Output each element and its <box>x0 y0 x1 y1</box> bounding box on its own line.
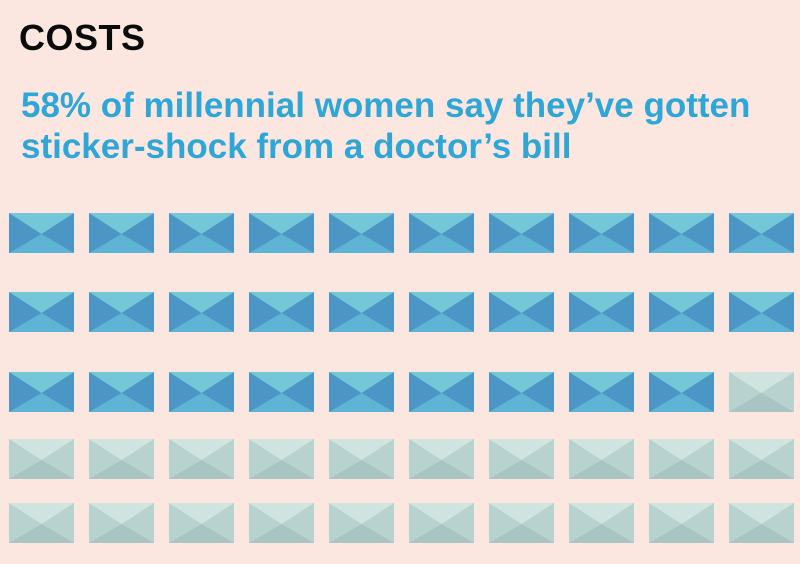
envelope-icon-filled <box>649 292 714 332</box>
envelope-icon-empty <box>249 439 314 479</box>
envelope-icon-filled <box>89 372 154 412</box>
section-kicker: COSTS <box>19 17 146 58</box>
envelope-icon-filled <box>729 213 794 253</box>
envelope-icon-empty <box>729 439 794 479</box>
envelope-icon-filled <box>569 292 634 332</box>
envelope-icon-filled <box>569 213 634 253</box>
envelope-icon-empty <box>9 503 74 543</box>
envelope-icon-filled <box>9 372 74 412</box>
envelope-icon-filled <box>409 292 474 332</box>
envelope-icon-empty <box>249 503 314 543</box>
envelope-icon-filled <box>89 213 154 253</box>
envelope-icon-empty <box>89 439 154 479</box>
envelope-icon-filled <box>409 213 474 253</box>
envelope-icon-filled <box>89 292 154 332</box>
envelope-icon-filled <box>169 372 234 412</box>
envelope-icon-filled <box>249 292 314 332</box>
envelope-icon-filled <box>729 292 794 332</box>
envelope-icon-filled <box>9 292 74 332</box>
envelope-icon-empty <box>409 503 474 543</box>
envelope-icon-filled <box>249 372 314 412</box>
envelope-icon-empty <box>89 503 154 543</box>
envelope-icon-empty <box>569 503 634 543</box>
envelope-icon-filled <box>409 372 474 412</box>
envelope-icon-empty <box>729 503 794 543</box>
envelope-icon-filled <box>9 213 74 253</box>
envelope-icon-filled <box>249 213 314 253</box>
envelope-icon-filled <box>489 372 554 412</box>
envelope-icon-empty <box>329 439 394 479</box>
envelope-icon-filled <box>329 213 394 253</box>
envelope-icon-empty <box>169 503 234 543</box>
envelope-icon-empty <box>9 439 74 479</box>
envelope-icon-empty <box>489 503 554 543</box>
envelope-icon-filled <box>329 372 394 412</box>
envelope-icon-filled <box>569 372 634 412</box>
envelope-icon-filled <box>169 213 234 253</box>
envelope-icon-filled <box>649 213 714 253</box>
envelope-icon-filled <box>489 292 554 332</box>
headline: 58% of millennial women say they’ve gott… <box>21 86 751 166</box>
envelope-icon-empty <box>169 439 234 479</box>
envelope-icon-empty <box>569 439 634 479</box>
envelope-icon-filled <box>489 213 554 253</box>
envelope-icon-filled <box>169 292 234 332</box>
envelope-icon-empty <box>489 439 554 479</box>
envelope-icon-empty <box>649 439 714 479</box>
envelope-icon-empty <box>729 372 794 412</box>
envelope-icon-empty <box>409 439 474 479</box>
envelope-icon-filled <box>649 372 714 412</box>
envelope-icon-empty <box>329 503 394 543</box>
envelope-icon-filled <box>329 292 394 332</box>
envelope-icon-empty <box>649 503 714 543</box>
